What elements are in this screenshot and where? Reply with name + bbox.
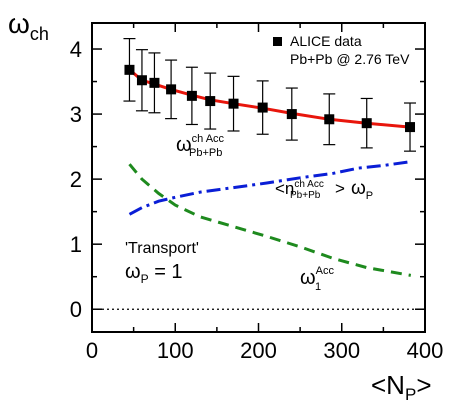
data-point xyxy=(186,90,197,101)
x-axis: 0 100 200 300 400 xyxy=(86,23,443,363)
series-line-npp-omega-p xyxy=(128,160,412,216)
legend-entry-data: ALICE data xyxy=(290,33,362,49)
y-tick-label: 2 xyxy=(70,167,82,192)
label-omega-acc: ωch Acc xyxy=(176,133,225,156)
data-point xyxy=(286,109,297,120)
label-npp-omega-sub: Pb+Pb xyxy=(290,190,321,201)
x-axis-title: <NP> xyxy=(371,370,432,404)
y-axis: 0 1 2 3 4 xyxy=(70,37,425,322)
y-tick-label: 3 xyxy=(70,102,82,127)
label-omega-1-sub: 1 xyxy=(315,281,321,293)
data-point xyxy=(405,122,416,133)
data-point xyxy=(228,98,239,109)
data-point xyxy=(324,114,335,125)
series-line-omega-1-acc xyxy=(128,163,412,277)
x-tick-label: 400 xyxy=(407,338,444,363)
label-omega-p-eq: ωP = 1 xyxy=(125,261,183,286)
data-point xyxy=(361,118,372,129)
label-npp-omega: <nch Acc xyxy=(275,179,324,198)
label-omega-1: ωAcc xyxy=(300,265,334,289)
x-tick-label: 300 xyxy=(323,338,360,363)
y-tick-label: 0 xyxy=(70,297,82,322)
label-omega-acc-sub: Pb+Pb xyxy=(189,147,222,159)
data-point xyxy=(136,75,147,86)
x-tick-label: 0 xyxy=(86,338,98,363)
y-tick-label: 1 xyxy=(70,232,82,257)
data-point xyxy=(257,102,268,113)
legend-marker xyxy=(273,37,282,46)
data-point xyxy=(205,96,216,107)
x-tick-label: 100 xyxy=(157,338,194,363)
data-point xyxy=(166,84,177,95)
alice-data-points xyxy=(123,38,417,152)
x-tick-label: 200 xyxy=(240,338,277,363)
data-point xyxy=(124,64,135,75)
y-axis-title: ωch xyxy=(8,8,49,44)
label-npp-omega-close: > ωP xyxy=(335,178,373,202)
y-tick-label: 4 xyxy=(70,37,82,62)
label-transport: 'Transport' xyxy=(125,240,199,257)
legend: ALICE data Pb+Pb @ 2.76 TeV xyxy=(273,33,410,67)
data-point xyxy=(149,77,160,88)
legend-entry-system: Pb+Pb @ 2.76 TeV xyxy=(290,51,410,67)
